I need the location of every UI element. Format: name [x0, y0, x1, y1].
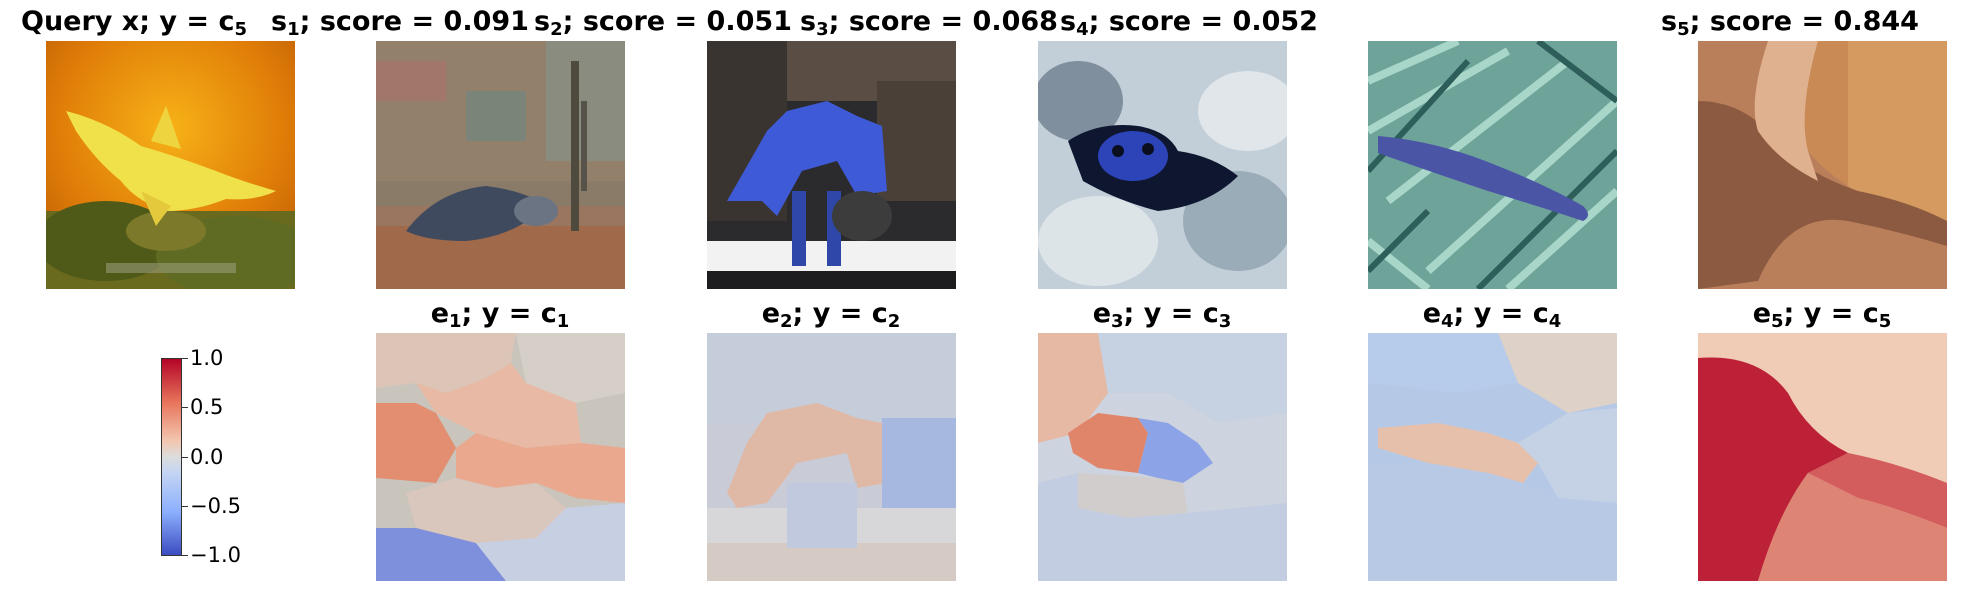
colorbar-tick-label: 1.0	[190, 346, 224, 370]
sample-5-image	[1698, 41, 1947, 289]
explanation-1-heatmap	[376, 333, 625, 581]
sample-2-image	[707, 41, 956, 289]
explanation-4-heatmap	[1368, 333, 1617, 581]
colorbar-tick	[182, 358, 188, 359]
sample-3-image	[1038, 41, 1287, 289]
explanation-2-title: e2; y = c2	[761, 298, 901, 332]
explanation-3-title: e3; y = c3	[1092, 298, 1232, 332]
colorbar-tick	[182, 506, 188, 507]
explanation-4-title: e4; y = c4	[1422, 298, 1562, 332]
query-image	[46, 41, 295, 289]
explanation-3-heatmap	[1038, 333, 1287, 581]
explanation-5-title: e5; y = c5	[1752, 298, 1892, 332]
colorbar-tick	[182, 555, 188, 556]
sample-3-title: s3; score = 0.068	[800, 6, 1058, 40]
colorbar-tick	[182, 457, 188, 458]
sample-1-image	[376, 41, 625, 289]
explanation-5-heatmap	[1698, 333, 1947, 581]
sample-5-title: s5; score = 0.844	[1661, 6, 1919, 40]
colorbar-tick-label: 0.0	[190, 445, 224, 469]
colorbar-tick-label: −1.0	[190, 543, 241, 567]
sample-1-title: s1; score = 0.091	[271, 6, 529, 40]
explanation-2-heatmap	[707, 333, 956, 581]
colorbar-tick	[182, 407, 188, 408]
explanation-1-title: e1; y = c1	[430, 298, 570, 332]
sample-2-title: s2; score = 0.051	[534, 6, 792, 40]
sample-4-image	[1368, 41, 1617, 289]
colorbar	[161, 358, 182, 556]
colorbar-tick-label: −0.5	[190, 494, 241, 518]
query-title: Query x; y = c5	[21, 6, 247, 40]
sample-4-title: s4; score = 0.052	[1060, 6, 1318, 40]
colorbar-tick-label: 0.5	[190, 395, 224, 419]
